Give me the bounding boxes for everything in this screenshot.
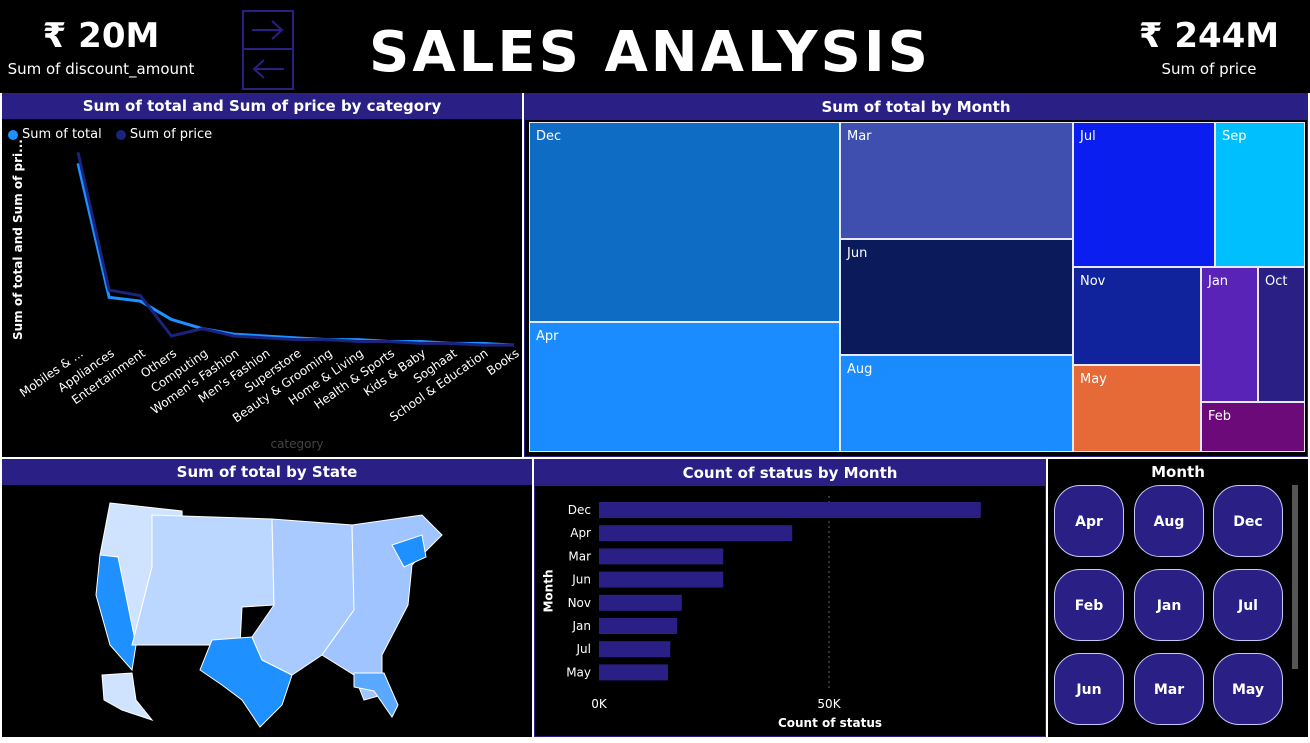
map-state-alaska[interactable] xyxy=(101,672,154,722)
x-tick-label: 0K xyxy=(591,697,608,711)
treemap-cell-dec[interactable]: Dec xyxy=(529,122,840,322)
line-chart-title: Sum of total and Sum of price by categor… xyxy=(2,93,522,119)
treemap-cell-oct[interactable]: Oct xyxy=(1258,267,1305,402)
bar-nov[interactable] xyxy=(599,594,682,611)
treemap-cell-label: Nov xyxy=(1080,274,1106,289)
arrow-right-icon xyxy=(252,20,284,40)
slicer-option-mar[interactable]: Mar xyxy=(1134,653,1204,725)
slicer-option-jul[interactable]: Jul xyxy=(1213,569,1283,641)
slicer-title: Month xyxy=(1151,463,1205,481)
treemap-cell-jul[interactable]: Jul xyxy=(1073,122,1215,267)
treemap-cell-apr[interactable]: Apr xyxy=(529,322,840,452)
us-map xyxy=(95,502,443,728)
bar-may[interactable] xyxy=(599,664,668,681)
kpi-price-value: ₹ 244M xyxy=(1138,16,1280,56)
page-title: SALES ANALYSIS xyxy=(369,20,931,85)
bar-chart-panel: Count of status by Month Month Dec Apr Mar… xyxy=(534,459,1046,737)
nav-forward-button[interactable] xyxy=(242,10,294,50)
treemap-cell-label: Sep xyxy=(1222,129,1247,144)
treemap-cell-may[interactable]: May xyxy=(1073,365,1201,452)
slicer-option-feb[interactable]: Feb xyxy=(1054,569,1124,641)
kpi-price-card: ₹ 244M Sum of price xyxy=(1110,6,1308,92)
map-region-mountain xyxy=(131,514,275,646)
treemap-cell-label: Oct xyxy=(1265,274,1288,289)
slicer-option-jun[interactable]: Jun xyxy=(1054,653,1124,725)
treemap-cell-label: Jul xyxy=(1080,129,1096,144)
y-tick-label: Dec xyxy=(568,503,591,517)
map-state-california[interactable] xyxy=(95,554,137,672)
line-series-price[interactable] xyxy=(76,152,514,347)
slicer-scrollbar[interactable] xyxy=(1292,485,1298,669)
treemap-cell-jan[interactable]: Jan xyxy=(1201,267,1258,402)
kpi-discount-value: ₹ 20M xyxy=(42,16,160,56)
map-title: Sum of total by State xyxy=(2,459,532,485)
treemap-cell-nov[interactable]: Nov xyxy=(1073,267,1201,365)
month-slicer-panel: Month Apr Aug Dec Feb Jan Jul Jun Mar May xyxy=(1048,459,1308,737)
slicer-option-apr[interactable]: Apr xyxy=(1054,485,1124,557)
treemap-cell-mar[interactable]: Mar xyxy=(840,122,1073,239)
treemap-title: Sum of total by Month xyxy=(525,94,1307,120)
kpi-price-label: Sum of price xyxy=(1161,60,1257,78)
treemap-cell-label: May xyxy=(1080,372,1107,387)
y-tick-label: Apr xyxy=(570,526,591,540)
y-tick-label: Nov xyxy=(568,596,591,610)
slicer-option-aug[interactable]: Aug xyxy=(1134,485,1204,557)
treemap-cell-sep[interactable]: Sep xyxy=(1215,122,1305,267)
treemap-cell-label: Mar xyxy=(847,129,872,144)
kpi-discount-label: Sum of discount_amount xyxy=(7,60,195,78)
bar-dec[interactable] xyxy=(599,502,981,518)
line-chart-xlabel: category xyxy=(270,437,324,451)
bar-chart-title: Count of status by Month xyxy=(535,460,1045,486)
x-tick-label: Books xyxy=(484,346,522,378)
map-state-newyork[interactable] xyxy=(391,534,427,568)
treemap-panel: Sum of total by Month Dec Apr Mar Jun Aug Jul… xyxy=(524,93,1308,457)
bar-jan[interactable] xyxy=(599,618,678,634)
bar-jun[interactable] xyxy=(599,571,724,588)
y-tick-label: Jul xyxy=(576,642,591,656)
bar-jul[interactable] xyxy=(599,641,671,658)
y-tick-label: Jun xyxy=(571,573,591,587)
treemap-cell-label: Apr xyxy=(536,329,559,344)
treemap-cell-feb[interactable]: Feb xyxy=(1201,402,1305,452)
map-state-florida[interactable] xyxy=(353,672,399,718)
legend-total-label: Sum of total xyxy=(22,127,102,142)
treemap-cell-aug[interactable]: Aug xyxy=(840,355,1073,452)
line-series-total[interactable] xyxy=(76,163,515,347)
line-chart-panel: Sum of total and Sum of price by categor… xyxy=(2,93,522,457)
treemap-cell-label: Dec xyxy=(536,129,562,144)
legend-price-label: Sum of price xyxy=(129,127,213,142)
bar-chart: Dec Apr Mar Jun Nov Jan Jul May 0K 50K xyxy=(566,496,981,711)
x-tick-label: 50K xyxy=(817,697,841,711)
bar-mar[interactable] xyxy=(599,548,724,565)
nav-back-button[interactable] xyxy=(242,48,294,90)
y-tick-label: Jan xyxy=(572,619,592,633)
legend-dot-total xyxy=(8,129,18,140)
treemap: Dec Apr Mar Jun Aug Jul Sep Nov May Jan Oct Feb xyxy=(529,122,1305,452)
treemap-cell-label: Feb xyxy=(1208,409,1232,424)
map-panel: Sum of total by State xyxy=(2,459,532,737)
line-chart-legend: Sum of total Sum of price xyxy=(8,127,212,142)
bar-chart-xlabel: Count of status xyxy=(777,716,883,730)
treemap-cell-label: Jun xyxy=(847,246,868,261)
treemap-cell-label: Jan xyxy=(1208,274,1229,289)
slicer-option-dec[interactable]: Dec xyxy=(1213,485,1283,557)
treemap-cell-label: Aug xyxy=(847,362,873,377)
legend-dot-price xyxy=(115,129,126,140)
slicer-option-jan[interactable]: Jan xyxy=(1134,569,1204,641)
line-chart: Mobiles & ...AppliancesEntertainmentOthe… xyxy=(17,152,522,425)
header-bar xyxy=(0,0,1310,93)
y-tick-label: Mar xyxy=(568,549,591,563)
treemap-cell-jun[interactable]: Jun xyxy=(840,239,1073,355)
bar-apr[interactable] xyxy=(599,525,793,542)
y-tick-label: May xyxy=(566,665,591,679)
kpi-discount-card: ₹ 20M Sum of discount_amount xyxy=(2,6,200,92)
arrow-left-icon xyxy=(252,59,284,79)
slicer-option-may[interactable]: May xyxy=(1213,653,1283,725)
